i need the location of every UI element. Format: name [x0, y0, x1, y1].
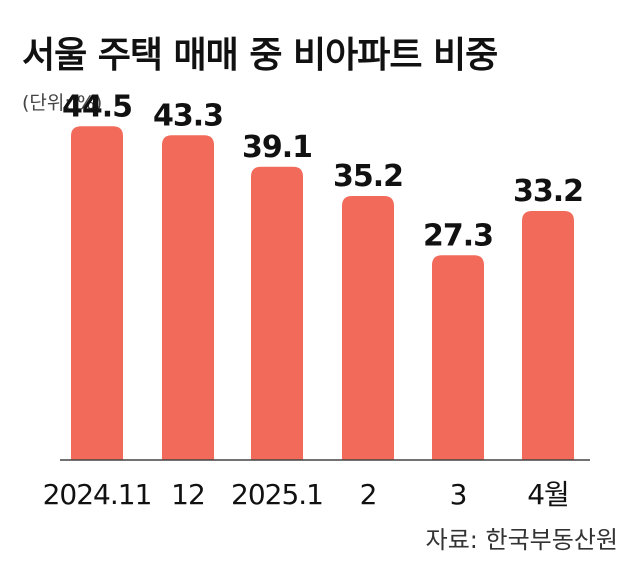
chart-title: 서울 주택 매매 중 비아파트 비중 [22, 35, 498, 76]
bar-2 [251, 166, 303, 460]
value-label-4: 27.3 [423, 218, 493, 253]
x-tick-label-3: 2 [360, 478, 377, 511]
bars-group [71, 126, 574, 460]
value-label-2: 39.1 [242, 130, 312, 165]
bar-4 [432, 255, 484, 460]
x-tick-label-1: 12 [171, 478, 205, 511]
x-tick-label-4: 3 [450, 478, 467, 511]
value-label-0: 44.5 [62, 89, 132, 124]
value-labels-group: 44.5 43.3 39.1 35.2 27.3 33.2 [62, 89, 584, 253]
bar-5 [522, 211, 574, 460]
x-tick-label-2: 2025.1 [231, 478, 323, 511]
value-label-5: 33.2 [513, 174, 583, 209]
value-label-1: 43.3 [153, 98, 223, 133]
x-tick-labels-group: 2024.11 12 2025.1 2 3 4월 [43, 478, 570, 511]
x-tick-label-5: 4월 [527, 478, 569, 511]
bar-0 [71, 126, 123, 460]
bar-1 [162, 135, 214, 460]
x-tick-label-0: 2024.11 [43, 478, 152, 511]
value-label-3: 35.2 [333, 159, 403, 194]
unit-label: (단위: %) [22, 92, 103, 114]
bar-3 [342, 196, 394, 460]
source-label: 자료: 한국부동산원 [425, 526, 618, 554]
